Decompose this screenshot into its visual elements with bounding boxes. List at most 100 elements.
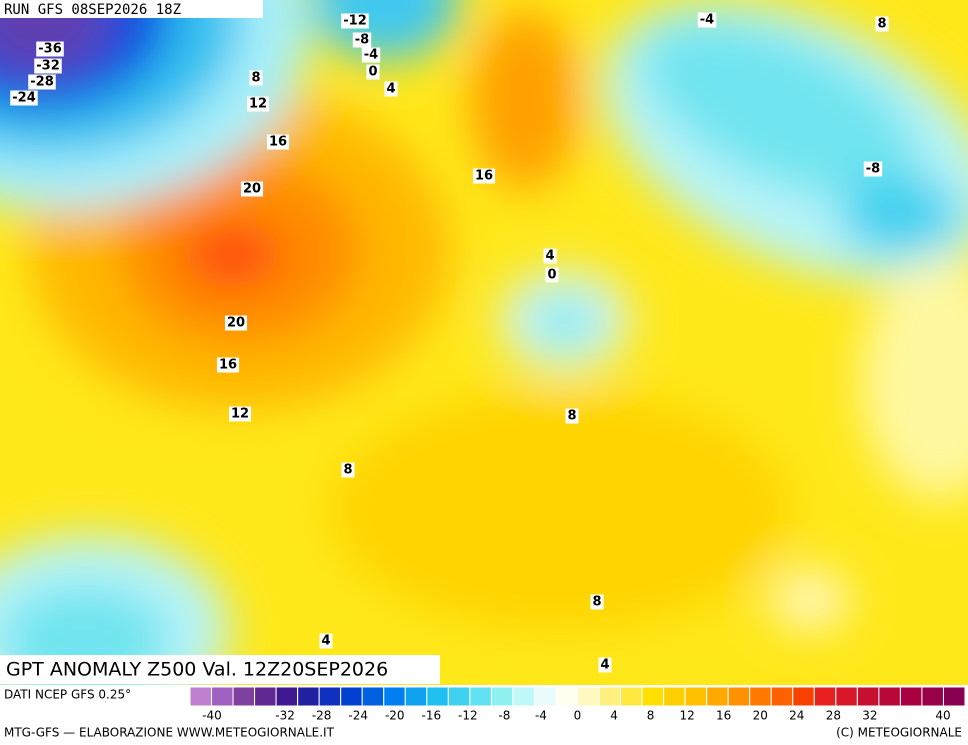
contour-label-text: 4 [545,249,554,264]
contour-label-text: -8 [866,162,880,177]
contour-label-text: -8 [355,33,369,48]
contour-label-bg [246,96,270,112]
colorbar-swatch [813,686,837,707]
contour-label-bg [228,406,252,422]
colorbar-label: 32 [862,709,877,723]
colorbar-swatch [447,686,471,707]
colorbar-swatch [749,686,772,707]
contour-label-bg [216,357,240,373]
contour-label: -4 [361,47,381,63]
colorbar-swatch [254,686,277,707]
colorbar-swatch [512,686,535,707]
contour-label-bg [224,315,248,331]
source-label: DATI NCEP GFS 0.25° [4,688,131,702]
contour-label: 8 [565,408,579,424]
contour-label: -8 [352,32,372,48]
contour-label-text: 12 [249,97,267,112]
colorbar-label: 12 [680,709,695,723]
colorbar-swatch [189,686,213,707]
contour-label-bg [545,267,559,283]
colorbar-swatch [942,686,966,707]
contour-label-text: 8 [343,463,352,478]
colorbar-label: 24 [789,709,804,723]
colorbar-swatch [297,686,320,707]
contour-label: -12 [341,13,369,29]
map-field [0,0,968,685]
contour-label-bg [28,74,56,90]
contour-label-bg [352,32,372,48]
contour-label-text: 20 [227,316,245,331]
colorbar-swatch [232,686,256,707]
contour-label-bg [543,248,557,264]
colorbar-swatch [211,686,234,707]
colorbar-label: -40 [202,709,222,723]
contour-label: 8 [249,70,263,86]
title-box [0,655,440,684]
contour-label-bg [875,16,889,32]
contour-label-text: 20 [243,182,261,197]
contour-label: 20 [224,315,248,331]
contour-label-text: 12 [231,407,249,422]
contour-label-text: 4 [321,634,330,649]
contour-labels: -36-32-28-24-12-8-404-4 881216201640-8201… [10,12,889,673]
contour-label: -32 [34,58,62,74]
contour-label: -24 [10,90,38,106]
colorbar-label: -32 [275,709,295,723]
colorbar-label: 8 [647,709,655,723]
contour-label-text: -24 [12,91,36,106]
contour-label: 4 [543,248,557,264]
contour-label-text: 16 [269,135,287,150]
colorbar-label: -16 [421,709,441,723]
map-title: GPT ANOMALY Z500 Val. 12Z20SEP2026 [6,659,388,681]
contour-label: 8 [875,16,889,32]
colorbar-swatch [878,686,901,707]
contour-label-text: -32 [36,59,60,74]
contour-label-text: -4 [364,48,378,63]
colorbar: -40 -32 -28 -24 -20 -16 -12 -8 -4 0 4 8 12 16 20 24 28 32… [189,686,966,723]
contour-label: 16 [266,134,290,150]
colorbar-swatch [533,686,557,707]
contour-label: 12 [246,96,270,112]
colorbar-swatch [577,686,600,707]
contour-label-bg [361,47,381,63]
contour-label-text: 0 [368,65,377,80]
contour-label-text: -36 [38,42,62,57]
colorbar-swatch [835,686,858,707]
colorbar-swatch [275,686,299,707]
colorbar-label: -20 [385,709,405,723]
colorbar-swatch [727,686,751,707]
contour-label-text: 16 [219,358,237,373]
contour-label-text: -28 [30,75,54,90]
credit-label: MTG-GFS — ELABORAZIONE WWW.METEOGIORNALE… [4,726,335,740]
contour-label-bg [240,181,264,197]
run-label: RUN GFS 08SEP2026 18Z [4,2,181,18]
contour-label: 0 [366,64,380,80]
colorbar-label: -12 [458,709,478,723]
contour-label: -28 [28,74,56,90]
colorbar-swatch [899,686,923,707]
colorbar-swatch [792,686,815,707]
contour-label-bg [366,64,380,80]
contour-label: 4 [598,657,612,673]
colorbar-label: 16 [716,709,731,723]
colorbar-swatch [426,686,449,707]
colorbar-label: 4 [610,709,618,723]
contour-label: 16 [472,168,496,184]
run-box [0,0,263,18]
colorbar-swatch [383,686,406,707]
colorbar-swatch [318,686,342,707]
contour-label-bg [319,633,333,649]
colorbar-swatch [770,686,794,707]
colorbar-label: -4 [535,709,547,723]
colorbar-swatch [340,686,363,707]
colorbar-swatch [921,686,944,707]
contour-label: 4 [384,81,398,97]
contour-label-bg [472,168,496,184]
contour-label-bg [10,90,38,106]
colorbar-swatch [361,686,385,707]
contour-label-bg [565,408,579,424]
colorbar-swatch [555,686,579,707]
contour-label-text: 8 [567,409,576,424]
copyright-label: (C) METEOGIORNALE [836,726,962,740]
